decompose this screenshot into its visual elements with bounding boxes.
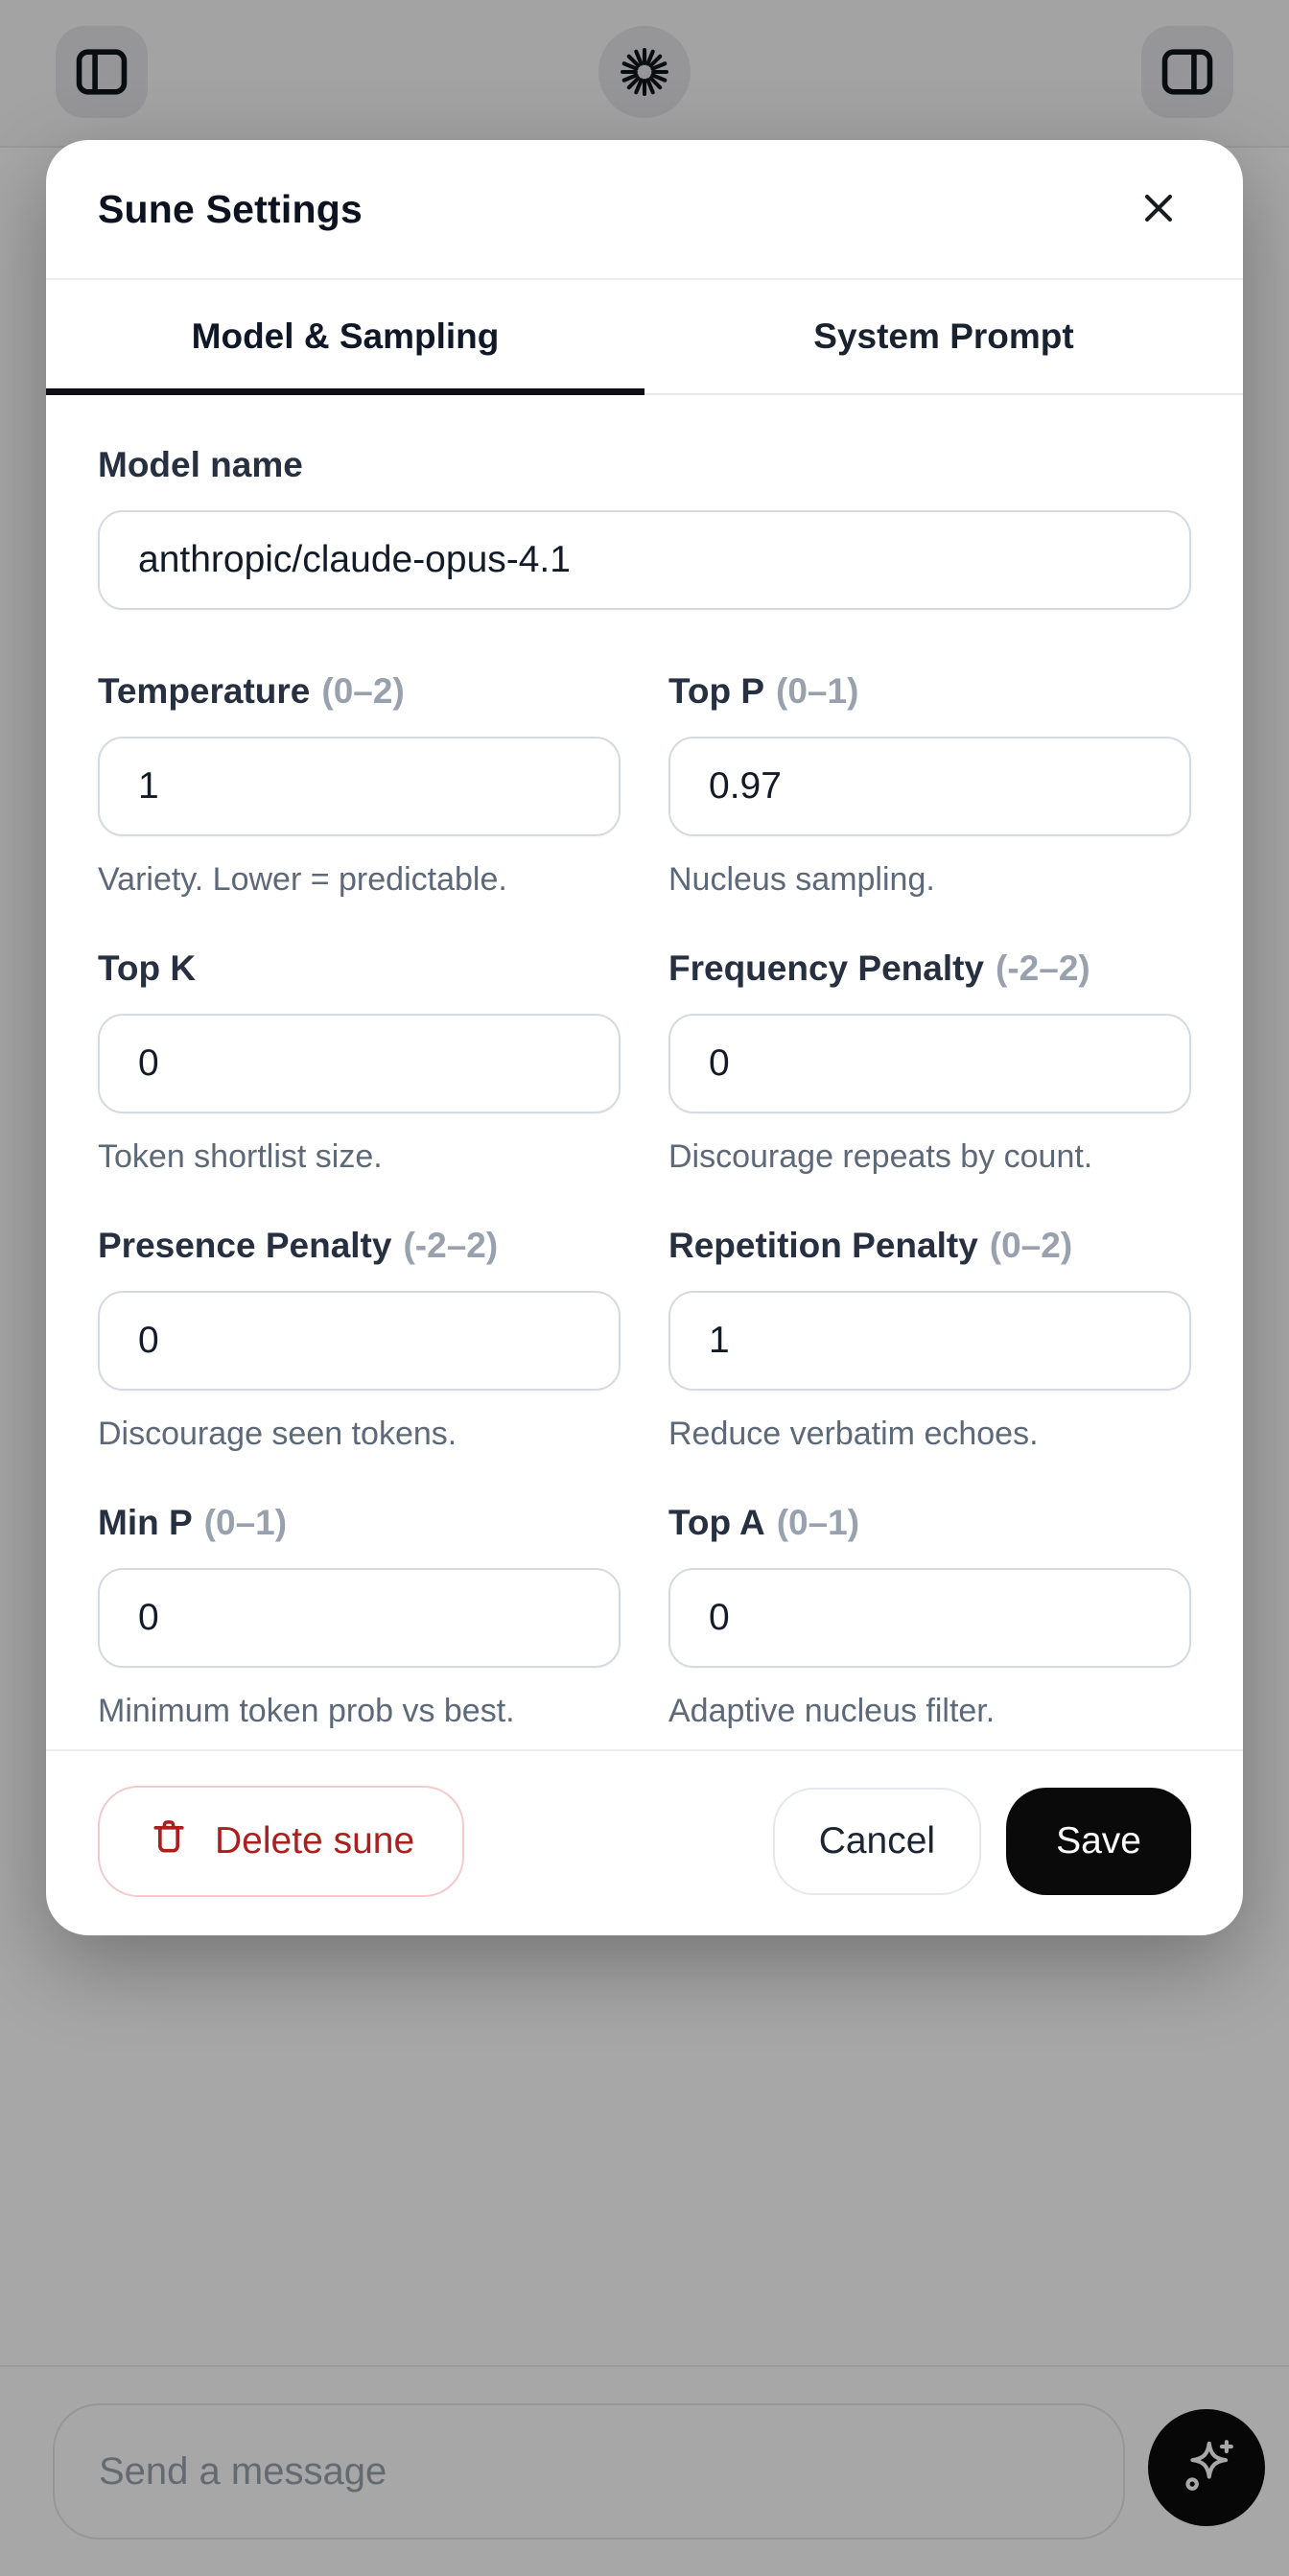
tab-model-sampling[interactable]: Model & Sampling bbox=[46, 280, 644, 395]
message-input[interactable] bbox=[53, 2403, 1125, 2540]
min-p-label: Min P bbox=[98, 1503, 193, 1542]
top-a-input[interactable] bbox=[668, 1568, 1191, 1668]
presence-penalty-block: Presence Penalty (-2–2) Discourage seen t… bbox=[98, 1226, 621, 1453]
presence-penalty-label: Presence Penalty bbox=[98, 1226, 392, 1265]
top-p-range: (0–1) bbox=[776, 671, 859, 711]
repetition-penalty-helper: Reduce verbatim echoes. bbox=[668, 1416, 1039, 1452]
model-name-input[interactable] bbox=[98, 510, 1191, 610]
send-sparkle-button[interactable] bbox=[1148, 2409, 1265, 2526]
min-p-block: Min P (0–1) Minimum token prob vs best. bbox=[98, 1503, 621, 1730]
top-a-helper: Adaptive nucleus filter. bbox=[668, 1693, 996, 1729]
app-home-button[interactable] bbox=[598, 26, 691, 118]
panel-right-icon bbox=[1157, 41, 1218, 103]
sune-settings-modal: Sune Settings Model & Sampling System Pr… bbox=[46, 140, 1243, 1935]
sampling-grid: Temperature(0–2) Variety. Lower = predic… bbox=[98, 671, 1191, 1730]
starburst-icon bbox=[617, 44, 672, 100]
close-icon bbox=[1134, 183, 1184, 236]
close-button[interactable] bbox=[1126, 176, 1191, 244]
frequency-penalty-input[interactable] bbox=[668, 1014, 1191, 1113]
repetition-penalty-input[interactable] bbox=[668, 1291, 1191, 1391]
save-button[interactable]: Save bbox=[1006, 1788, 1191, 1895]
delete-sune-button[interactable]: Delete sune bbox=[98, 1786, 465, 1897]
toggle-right-sidebar-button[interactable] bbox=[1141, 26, 1233, 118]
top-bar bbox=[0, 0, 1289, 148]
repetition-penalty-block: Repetition Penalty (0–2) Reduce verbatim … bbox=[668, 1226, 1191, 1453]
model-name-block: Model name bbox=[98, 445, 1191, 610]
frequency-penalty-range: (-2–2) bbox=[996, 948, 1090, 988]
temperature-block: Temperature(0–2) Variety. Lower = predic… bbox=[98, 671, 621, 899]
min-p-range: (0–1) bbox=[203, 1503, 288, 1542]
min-p-helper: Minimum token prob vs best. bbox=[98, 1693, 515, 1729]
trash-icon bbox=[148, 1815, 190, 1867]
modal-title: Sune Settings bbox=[98, 186, 363, 231]
top-p-label: Top P bbox=[668, 671, 765, 711]
tab-system-prompt[interactable]: System Prompt bbox=[644, 280, 1243, 393]
sparkles-icon bbox=[1175, 2435, 1238, 2501]
presence-penalty-helper: Discourage seen tokens. bbox=[98, 1416, 457, 1452]
frequency-penalty-helper: Discourage repeats by count. bbox=[668, 1138, 1093, 1175]
top-k-input[interactable] bbox=[98, 1014, 621, 1113]
top-p-block: Top P (0–1) Nucleus sampling. bbox=[668, 671, 1191, 899]
top-a-label: Top A bbox=[668, 1503, 765, 1542]
top-p-helper: Nucleus sampling. bbox=[668, 861, 935, 898]
footer-actions: Cancel Save bbox=[772, 1788, 1191, 1895]
panel-left-icon bbox=[71, 41, 132, 103]
cancel-button[interactable]: Cancel bbox=[772, 1788, 982, 1895]
modal-footer: Delete sune Cancel Save bbox=[46, 1749, 1243, 1935]
modal-body: Model name Temperature(0–2) Variety. Low… bbox=[46, 395, 1243, 1749]
top-k-helper: Token shortlist size. bbox=[98, 1138, 383, 1175]
temperature-helper: Variety. Lower = predictable. bbox=[98, 861, 507, 898]
tab-bar: Model & Sampling System Prompt bbox=[46, 280, 1243, 395]
modal-header: Sune Settings bbox=[46, 140, 1243, 280]
min-p-input[interactable] bbox=[98, 1568, 621, 1668]
temperature-input[interactable] bbox=[98, 737, 621, 836]
presence-penalty-input[interactable] bbox=[98, 1291, 621, 1391]
temperature-range: (0–2) bbox=[321, 671, 405, 711]
frequency-penalty-label: Frequency Penalty bbox=[668, 948, 985, 988]
top-k-block: Top K Token shortlist size. bbox=[98, 948, 621, 1176]
delete-sune-label: Delete sune bbox=[215, 1820, 415, 1862]
top-p-input[interactable] bbox=[668, 737, 1191, 836]
composer-divider bbox=[0, 2365, 1289, 2367]
model-name-label: Model name bbox=[98, 445, 303, 484]
repetition-penalty-label: Repetition Penalty bbox=[668, 1226, 978, 1265]
presence-penalty-range: (-2–2) bbox=[403, 1226, 499, 1265]
top-a-block: Top A (0–1) Adaptive nucleus filter. bbox=[668, 1503, 1191, 1730]
temperature-label: Temperature bbox=[98, 671, 311, 711]
top-k-label: Top K bbox=[98, 948, 197, 988]
repetition-penalty-range: (0–2) bbox=[989, 1226, 1073, 1265]
top-a-range: (0–1) bbox=[776, 1503, 860, 1542]
frequency-penalty-block: Frequency Penalty (-2–2) Discourage repea… bbox=[668, 948, 1191, 1176]
toggle-left-sidebar-button[interactable] bbox=[56, 26, 148, 118]
